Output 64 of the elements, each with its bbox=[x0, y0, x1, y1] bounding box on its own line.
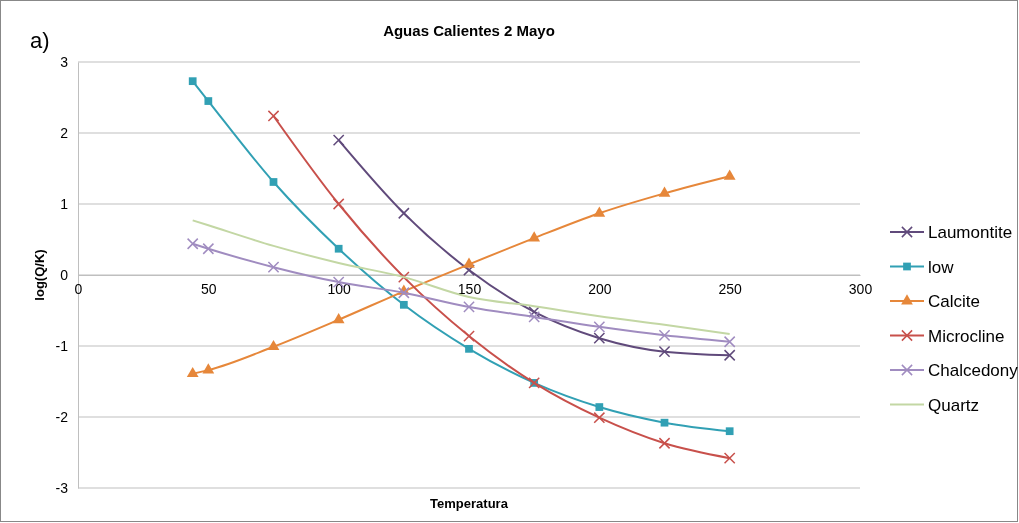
text: a) bbox=[30, 28, 50, 53]
x-tick-label: 150 bbox=[457, 280, 482, 297]
point bbox=[463, 330, 475, 342]
x-tick-label: 50 bbox=[201, 280, 217, 297]
y-tick-label: -3 bbox=[55, 479, 69, 496]
point bbox=[528, 231, 541, 242]
point bbox=[593, 332, 606, 345]
point bbox=[204, 97, 213, 105]
point bbox=[397, 271, 410, 283]
point bbox=[658, 186, 671, 197]
point bbox=[188, 77, 197, 86]
point bbox=[397, 286, 410, 299]
point bbox=[660, 418, 669, 427]
point bbox=[658, 437, 671, 450]
legend-label: Quartz bbox=[928, 395, 980, 415]
y-axis-title: log(Q/K) bbox=[32, 249, 47, 301]
point bbox=[465, 344, 473, 353]
point bbox=[332, 198, 345, 210]
point bbox=[334, 244, 343, 253]
point bbox=[397, 207, 410, 220]
point bbox=[723, 349, 736, 362]
point bbox=[267, 261, 280, 274]
legend-label: Calcite bbox=[928, 292, 980, 311]
point bbox=[658, 345, 671, 358]
legend-label: low bbox=[928, 257, 955, 277]
legend-label: Microcline bbox=[928, 326, 1005, 346]
x-tick-label: 200 bbox=[588, 280, 612, 297]
point bbox=[202, 242, 215, 255]
y-tick-label: -2 bbox=[55, 408, 69, 425]
point bbox=[267, 339, 280, 351]
point bbox=[593, 320, 606, 333]
point bbox=[528, 311, 541, 323]
point bbox=[463, 301, 475, 313]
legend-label: Chalcedony bbox=[928, 361, 1019, 380]
chart-title: Aguas Calientes 2 Mayo bbox=[383, 22, 555, 39]
y-tick-label: 2 bbox=[60, 124, 69, 141]
point bbox=[595, 403, 604, 411]
point bbox=[202, 363, 215, 374]
point bbox=[332, 134, 345, 146]
point bbox=[399, 300, 408, 309]
point bbox=[463, 257, 475, 268]
point bbox=[332, 312, 345, 324]
y-tick-label: 0 bbox=[60, 266, 69, 283]
x-tick-label: 250 bbox=[718, 280, 743, 297]
point bbox=[725, 427, 734, 436]
point bbox=[186, 366, 199, 378]
point bbox=[267, 110, 280, 122]
point bbox=[723, 169, 736, 180]
point bbox=[269, 178, 278, 186]
point bbox=[593, 411, 606, 424]
x-tick-label: 100 bbox=[327, 280, 352, 297]
point bbox=[658, 329, 671, 342]
point bbox=[593, 206, 606, 217]
x-tick-label: 300 bbox=[848, 280, 873, 297]
y-tick-label: 3 bbox=[60, 53, 69, 70]
legend-label: Laumontite bbox=[928, 223, 1013, 242]
y-tick-label: -1 bbox=[55, 337, 69, 354]
y-tick-label: 1 bbox=[60, 195, 69, 212]
x-axis-title: Temperatura bbox=[430, 496, 509, 511]
point bbox=[723, 452, 736, 465]
x-tick-label: 0 bbox=[74, 280, 83, 297]
point bbox=[723, 335, 736, 348]
point bbox=[186, 237, 199, 250]
point bbox=[463, 264, 475, 276]
